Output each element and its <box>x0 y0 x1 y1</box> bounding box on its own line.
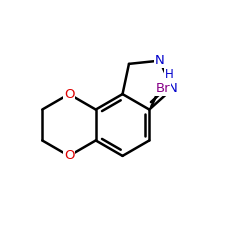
Text: Br: Br <box>156 82 170 95</box>
Text: O: O <box>64 88 74 101</box>
Text: H: H <box>165 68 173 81</box>
Text: N: N <box>168 82 177 95</box>
Text: O: O <box>64 150 74 162</box>
Text: N: N <box>155 54 164 67</box>
